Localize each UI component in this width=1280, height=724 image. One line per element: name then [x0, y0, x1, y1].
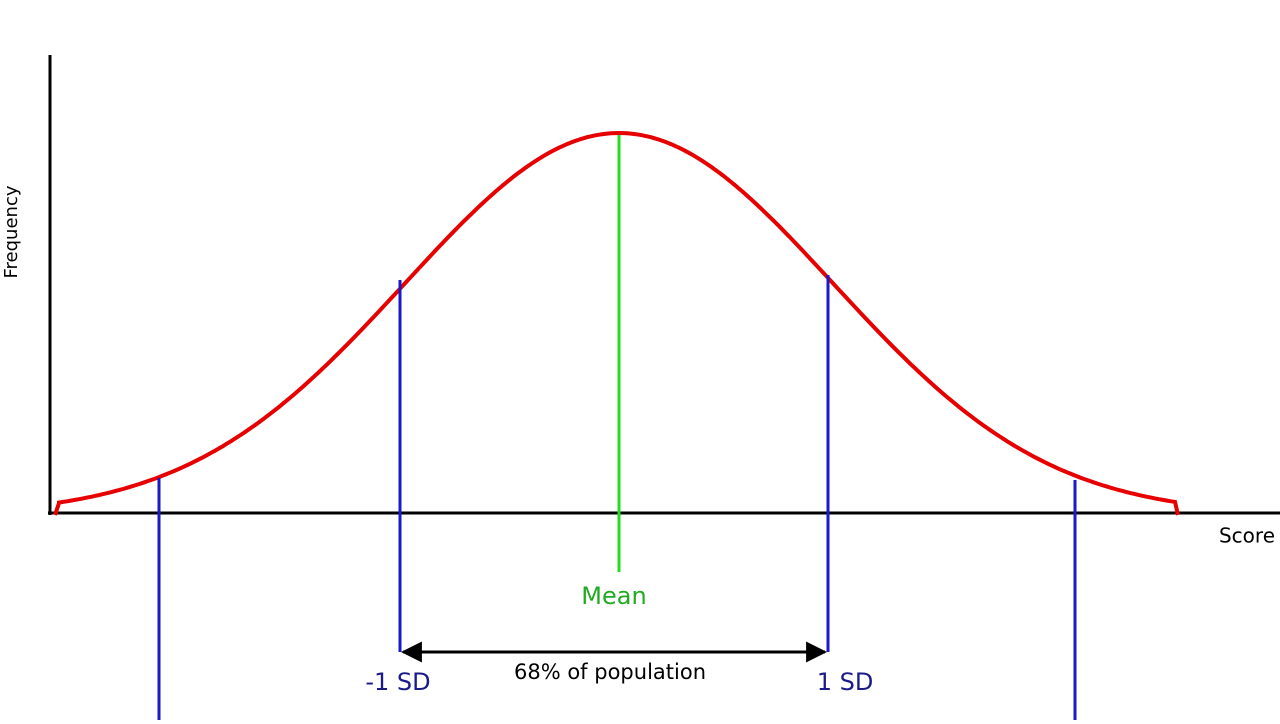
mean-label: Mean	[581, 582, 646, 610]
range-label: 68% of population	[514, 660, 706, 684]
x-axis-label: Score	[1219, 524, 1275, 548]
minus-sd-label: -1 SD	[365, 668, 430, 696]
y-axis-label: Frequency	[1, 185, 22, 278]
bell-curve	[53, 130, 1180, 516]
plus-sd-label: 1 SD	[817, 668, 874, 696]
